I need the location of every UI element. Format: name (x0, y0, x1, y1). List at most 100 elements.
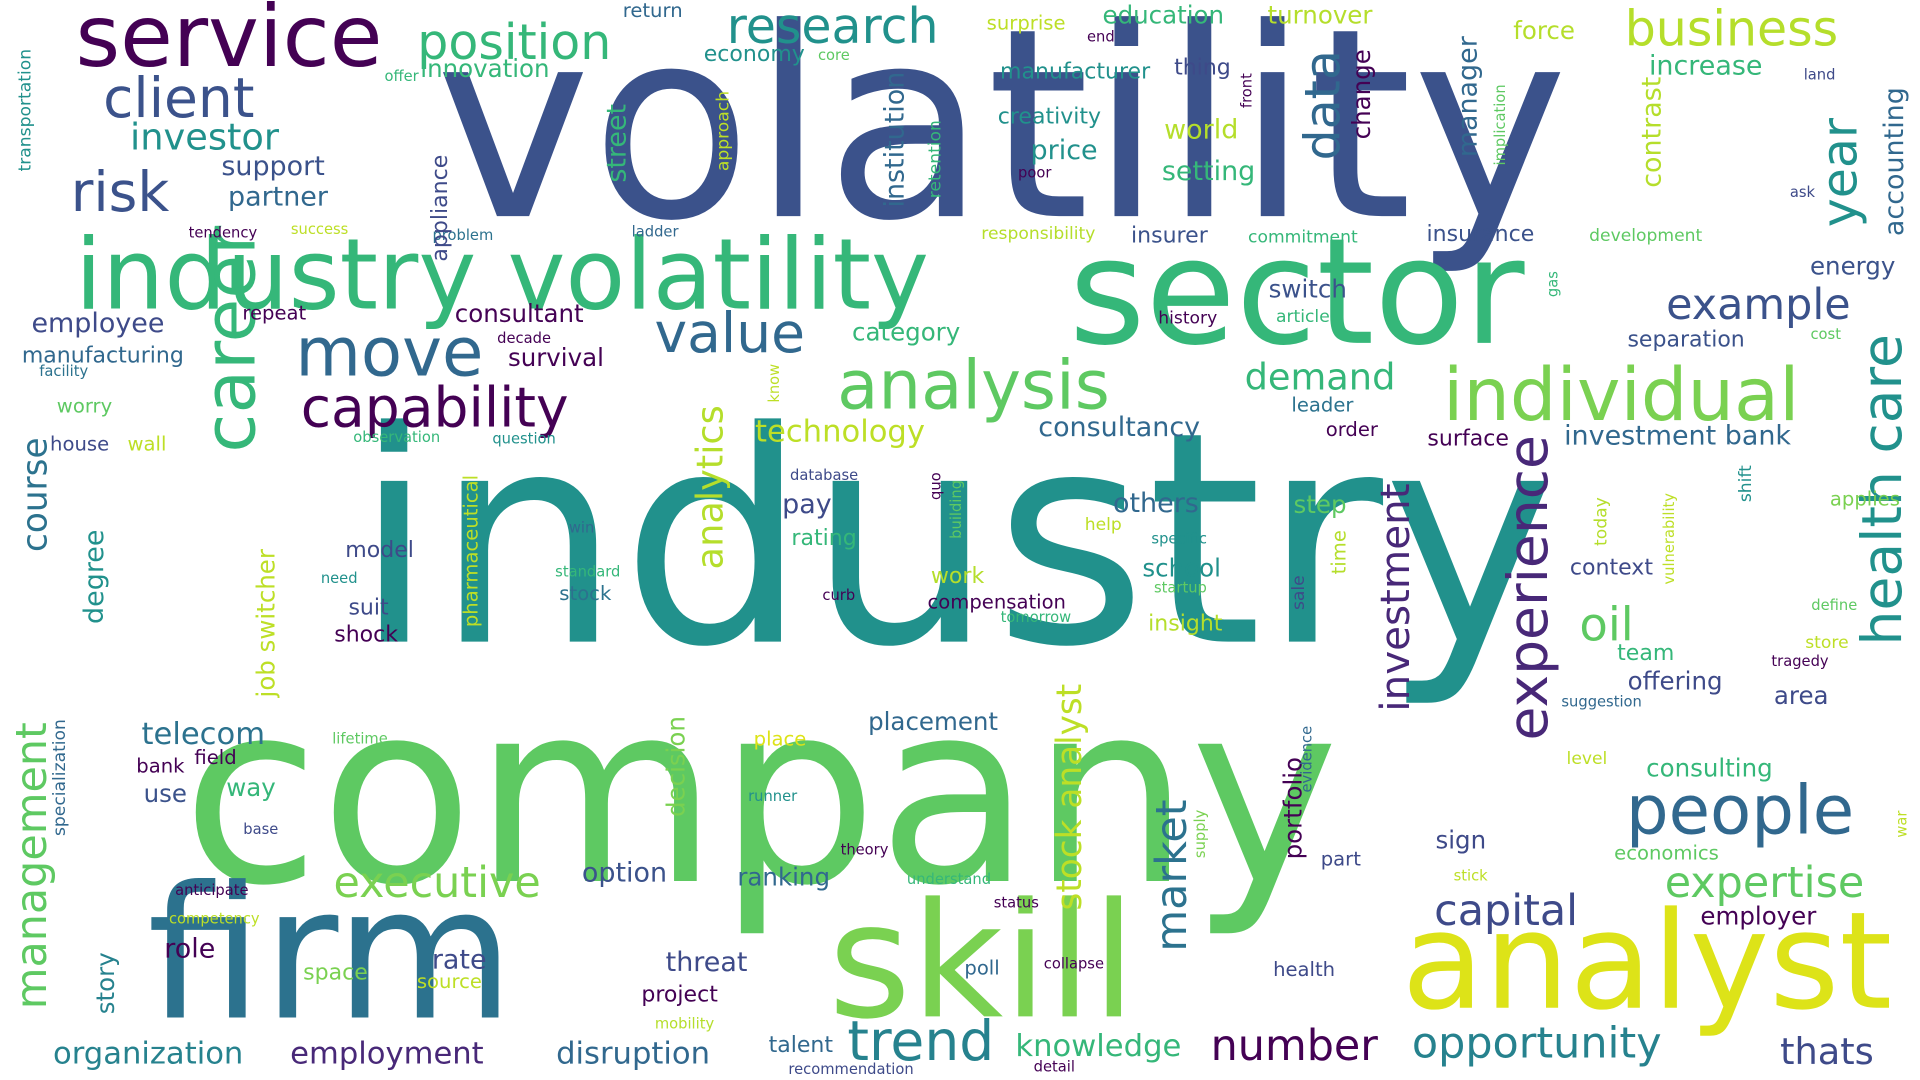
word-detail: detail (1033, 1057, 1075, 1076)
word-career: career (188, 225, 272, 453)
word-win: win (568, 519, 595, 537)
word-industry: industry (353, 368, 1557, 712)
word-repeat: repeat (242, 301, 307, 325)
word-time: time (1327, 530, 1351, 575)
word-economics: economics (1614, 841, 1719, 865)
word-shock: shock (334, 622, 399, 648)
word-front: front (1237, 73, 1256, 109)
word-degree: degree (79, 529, 111, 624)
word-part: part (1320, 847, 1361, 871)
word-area: area (1773, 680, 1829, 711)
word-source: source (416, 969, 482, 994)
word-suggestion: suggestion (1561, 693, 1642, 711)
word-startup: startup (1153, 579, 1207, 597)
word-commitment: commitment (1248, 227, 1358, 248)
word-employer: employer (1700, 901, 1817, 931)
word-telecom: telecom (141, 715, 266, 752)
word-number: number (1210, 1021, 1378, 1071)
word-question: question (492, 429, 556, 447)
word-talent: talent (768, 1032, 834, 1058)
word-analytics: analytics (689, 405, 733, 570)
word-street: street (602, 103, 634, 183)
word-development: development (1589, 226, 1703, 247)
word-retention: retention (925, 120, 946, 199)
word-collapse: collapse (1043, 955, 1105, 973)
word-place: place (753, 727, 807, 751)
word-leader: leader (1291, 393, 1354, 417)
word-employee: employee (31, 308, 165, 340)
word-management: management (7, 722, 57, 1010)
word-service: service (75, 0, 383, 87)
word-innovation: innovation (420, 53, 550, 84)
word-facility: facility (39, 362, 89, 380)
word-analyst: analyst (1401, 882, 1893, 1040)
word-category: category (852, 317, 961, 347)
word-core: core (817, 46, 850, 64)
word-mobility: mobility (654, 1015, 715, 1033)
word-insurance: insurance (1426, 221, 1535, 248)
word-runner: runner (748, 787, 798, 805)
word-option: option (581, 858, 668, 889)
word-define: define (1811, 596, 1858, 614)
word-history: history (1158, 308, 1218, 329)
word-applies: applies (1829, 487, 1900, 511)
word-pay: pay (782, 489, 832, 521)
word-business: business (1624, 1, 1839, 58)
word-opportunity: opportunity (1411, 1019, 1662, 1069)
word-cost: cost (1810, 325, 1841, 343)
word-ladder: ladder (631, 222, 679, 241)
word-disruption: disruption (556, 1035, 711, 1071)
word-help: help (1084, 515, 1122, 536)
word-offer: offer (384, 67, 419, 85)
word-rate: rate (431, 945, 487, 976)
word-surprise: surprise (986, 11, 1066, 35)
word-school: school (1142, 553, 1221, 583)
word-project: project (641, 982, 718, 1008)
word-insight: insight (1148, 611, 1223, 637)
word-price: price (1030, 135, 1098, 167)
word-value: value (654, 300, 806, 366)
word-specific: specific (1151, 530, 1207, 548)
word-analysis: analysis (837, 345, 1110, 425)
word-partner: partner (227, 182, 328, 214)
word-survival: survival (507, 342, 604, 373)
word-observation: observation (353, 428, 441, 446)
word-surface: surface (1427, 426, 1509, 452)
word-consultancy: consultancy (1038, 412, 1201, 444)
word-firm: firm (147, 848, 515, 1062)
word-order: order (1325, 417, 1378, 441)
word-manager: manager (1453, 36, 1485, 158)
word-knowledge: knowledge (1015, 1027, 1182, 1064)
word-vulnerability: vulnerability (1660, 493, 1678, 585)
word-insurer: insurer (1131, 222, 1208, 249)
word-creativity: creativity (997, 104, 1102, 130)
word-understand: understand (906, 870, 992, 888)
word-others: others (1113, 488, 1199, 520)
word-store: store (1805, 633, 1849, 653)
word-problem: problem (432, 226, 494, 244)
word-trend: trend (847, 1008, 995, 1074)
word-tomorrow: tomorrow (1000, 608, 1072, 626)
word-energy: energy (1809, 251, 1896, 281)
word-stick: stick (1453, 866, 1488, 885)
word-year: year (1812, 118, 1869, 228)
word-building: building (947, 479, 965, 539)
word-team: team (1617, 640, 1675, 667)
word-thing: thing (1174, 55, 1231, 81)
word-transportation: transportation (15, 48, 36, 172)
word-consulting: consulting (1646, 753, 1773, 783)
word-research: research (726, 0, 939, 56)
word-offering: offering (1627, 666, 1723, 696)
word-switch: switch (1268, 274, 1347, 304)
word-return: return (622, 0, 683, 23)
word-tendency: tendency (188, 224, 258, 242)
word-land: land (1803, 66, 1836, 84)
word-investment-bank: investment bank (1564, 421, 1792, 452)
word-executive: executive (333, 858, 541, 908)
word-today: today (1591, 497, 1612, 547)
word-investment: investment (1370, 483, 1419, 712)
word-lifetime: lifetime (332, 729, 388, 747)
word-gas: gas (1544, 271, 1562, 298)
word-world: world (1164, 115, 1239, 146)
word-poor: poor (1018, 164, 1052, 182)
